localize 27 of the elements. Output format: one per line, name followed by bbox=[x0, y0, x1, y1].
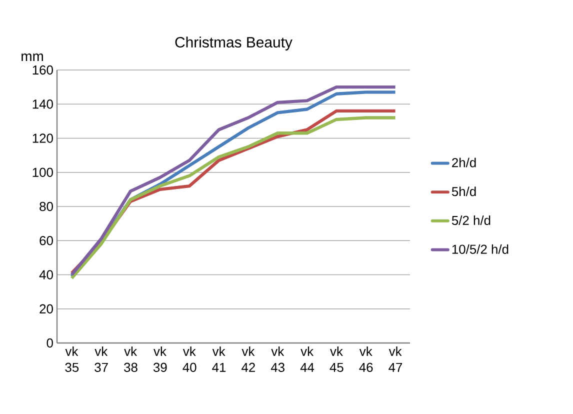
y-tick-label: 100 bbox=[32, 168, 53, 177]
x-tick-label: vk 35 bbox=[65, 346, 79, 372]
x-tick-label: vk 45 bbox=[330, 346, 344, 372]
y-tick-label: 160 bbox=[32, 65, 53, 75]
legend-label: 10/5/2 h/d bbox=[452, 244, 508, 254]
x-tick-label: vk 41 bbox=[212, 346, 226, 372]
x-tick-label: vk 44 bbox=[300, 346, 314, 372]
y-axis-title: mm bbox=[22, 54, 43, 62]
y-tick-label: 0 bbox=[46, 338, 53, 348]
x-tick-label: vk 42 bbox=[242, 346, 255, 372]
x-tick-label: vk 47 bbox=[388, 346, 402, 372]
y-tick-label: 120 bbox=[32, 134, 53, 143]
x-tick-label: vk 37 bbox=[94, 346, 108, 372]
x-tick-label: vk 46 bbox=[359, 346, 373, 372]
legend-label: 5h/d bbox=[452, 186, 476, 196]
y-tick-label: 20 bbox=[40, 304, 53, 314]
y-tick-label: 80 bbox=[40, 202, 53, 212]
x-tick-label: vk 39 bbox=[153, 346, 167, 372]
chart-title: Christmas Beauty bbox=[175, 36, 292, 50]
x-tick-label: vk 43 bbox=[270, 346, 284, 372]
x-tick-label: vk 40 bbox=[182, 346, 196, 372]
x-tick-label: vk 38 bbox=[124, 346, 138, 372]
y-tick-label: 140 bbox=[32, 100, 53, 109]
legend-label: 2h/d bbox=[452, 158, 476, 168]
y-tick-label: 40 bbox=[39, 270, 53, 280]
y-tick-label: 60 bbox=[40, 236, 53, 246]
legend-label: 5/2 h/d bbox=[452, 215, 490, 225]
